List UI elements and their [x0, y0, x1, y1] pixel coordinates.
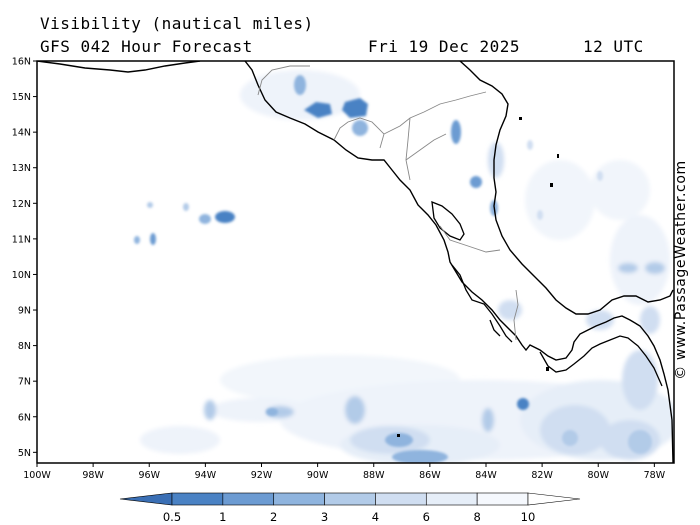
colorbar-segment: [375, 492, 427, 506]
colorbar-segment: [476, 492, 529, 506]
lon-tick-label: 94W: [195, 470, 217, 481]
lon-tick-label: 92W: [251, 470, 273, 481]
colorbar-segment: [222, 492, 275, 506]
lat-tick-label: 8N: [18, 341, 31, 352]
colorbar-segment: [324, 492, 376, 506]
colorbar-min-arrow: [119, 492, 173, 506]
colorbar-segment: [425, 492, 478, 506]
colorbar-segment: [171, 492, 224, 506]
lat-tick-label: 13N: [12, 163, 31, 174]
lon-tick-label: 78W: [644, 470, 666, 481]
lat-tick-label: 12N: [12, 199, 31, 210]
map-frame: [36, 60, 675, 464]
lat-tick-label: 5N: [18, 448, 31, 459]
colorbar: [119, 492, 581, 506]
colorbar-label: 1: [219, 510, 227, 524]
lat-tick-label: 7N: [18, 377, 31, 388]
lon-tick-label: 82W: [531, 470, 553, 481]
colorbar-label: 10: [520, 510, 536, 524]
latitude-axis: 16N 15N 14N 13N 12N 11N 10N 9N 8N 7N 6N 5N: [12, 57, 37, 459]
lake: [431, 200, 465, 241]
colorbar-label: 8: [473, 510, 481, 524]
colorbar-label: 2: [270, 510, 278, 524]
forecast-time: 12 UTC: [583, 37, 644, 56]
lon-tick-label: 88W: [363, 470, 385, 481]
lon-tick-label: 84W: [475, 470, 497, 481]
lat-tick-label: 10N: [12, 270, 31, 281]
lat-tick-label: 9N: [18, 306, 31, 317]
country-borders: [257, 65, 519, 341]
visibility-field: [37, 61, 674, 463]
colorbar-label: 6: [422, 510, 430, 524]
colorbar-label: 3: [320, 510, 329, 524]
lon-tick-label: 90W: [307, 470, 329, 481]
forecast-model: GFS 042 Hour Forecast: [40, 37, 253, 56]
colorbar-label: 4: [371, 510, 380, 524]
lon-tick-label: 86W: [419, 470, 441, 481]
lon-tick-label: 100W: [23, 470, 51, 481]
lat-tick-label: 6N: [18, 412, 31, 423]
lon-tick-label: 80W: [587, 470, 609, 481]
forecast-date: Fri 19 Dec 2025: [368, 37, 520, 56]
lon-tick-label: 96W: [139, 470, 161, 481]
colorbar-label: 0.5: [162, 510, 182, 524]
map-title: Visibility (nautical miles): [40, 14, 314, 33]
lat-tick-label: 15N: [12, 92, 31, 103]
colorbar-max-arrow: [527, 492, 581, 506]
lon-tick-label: 98W: [82, 470, 104, 481]
longitude-axis: 100W 98W 96W 94W 92W 90W 88W 86W 84W 82W 80W 78W: [23, 463, 666, 481]
colorbar-segment: [273, 492, 325, 506]
lat-tick-label: 16N: [12, 57, 31, 68]
lat-tick-label: 11N: [12, 234, 31, 245]
lat-tick-label: 14N: [12, 128, 31, 139]
coastline: [37, 61, 674, 463]
